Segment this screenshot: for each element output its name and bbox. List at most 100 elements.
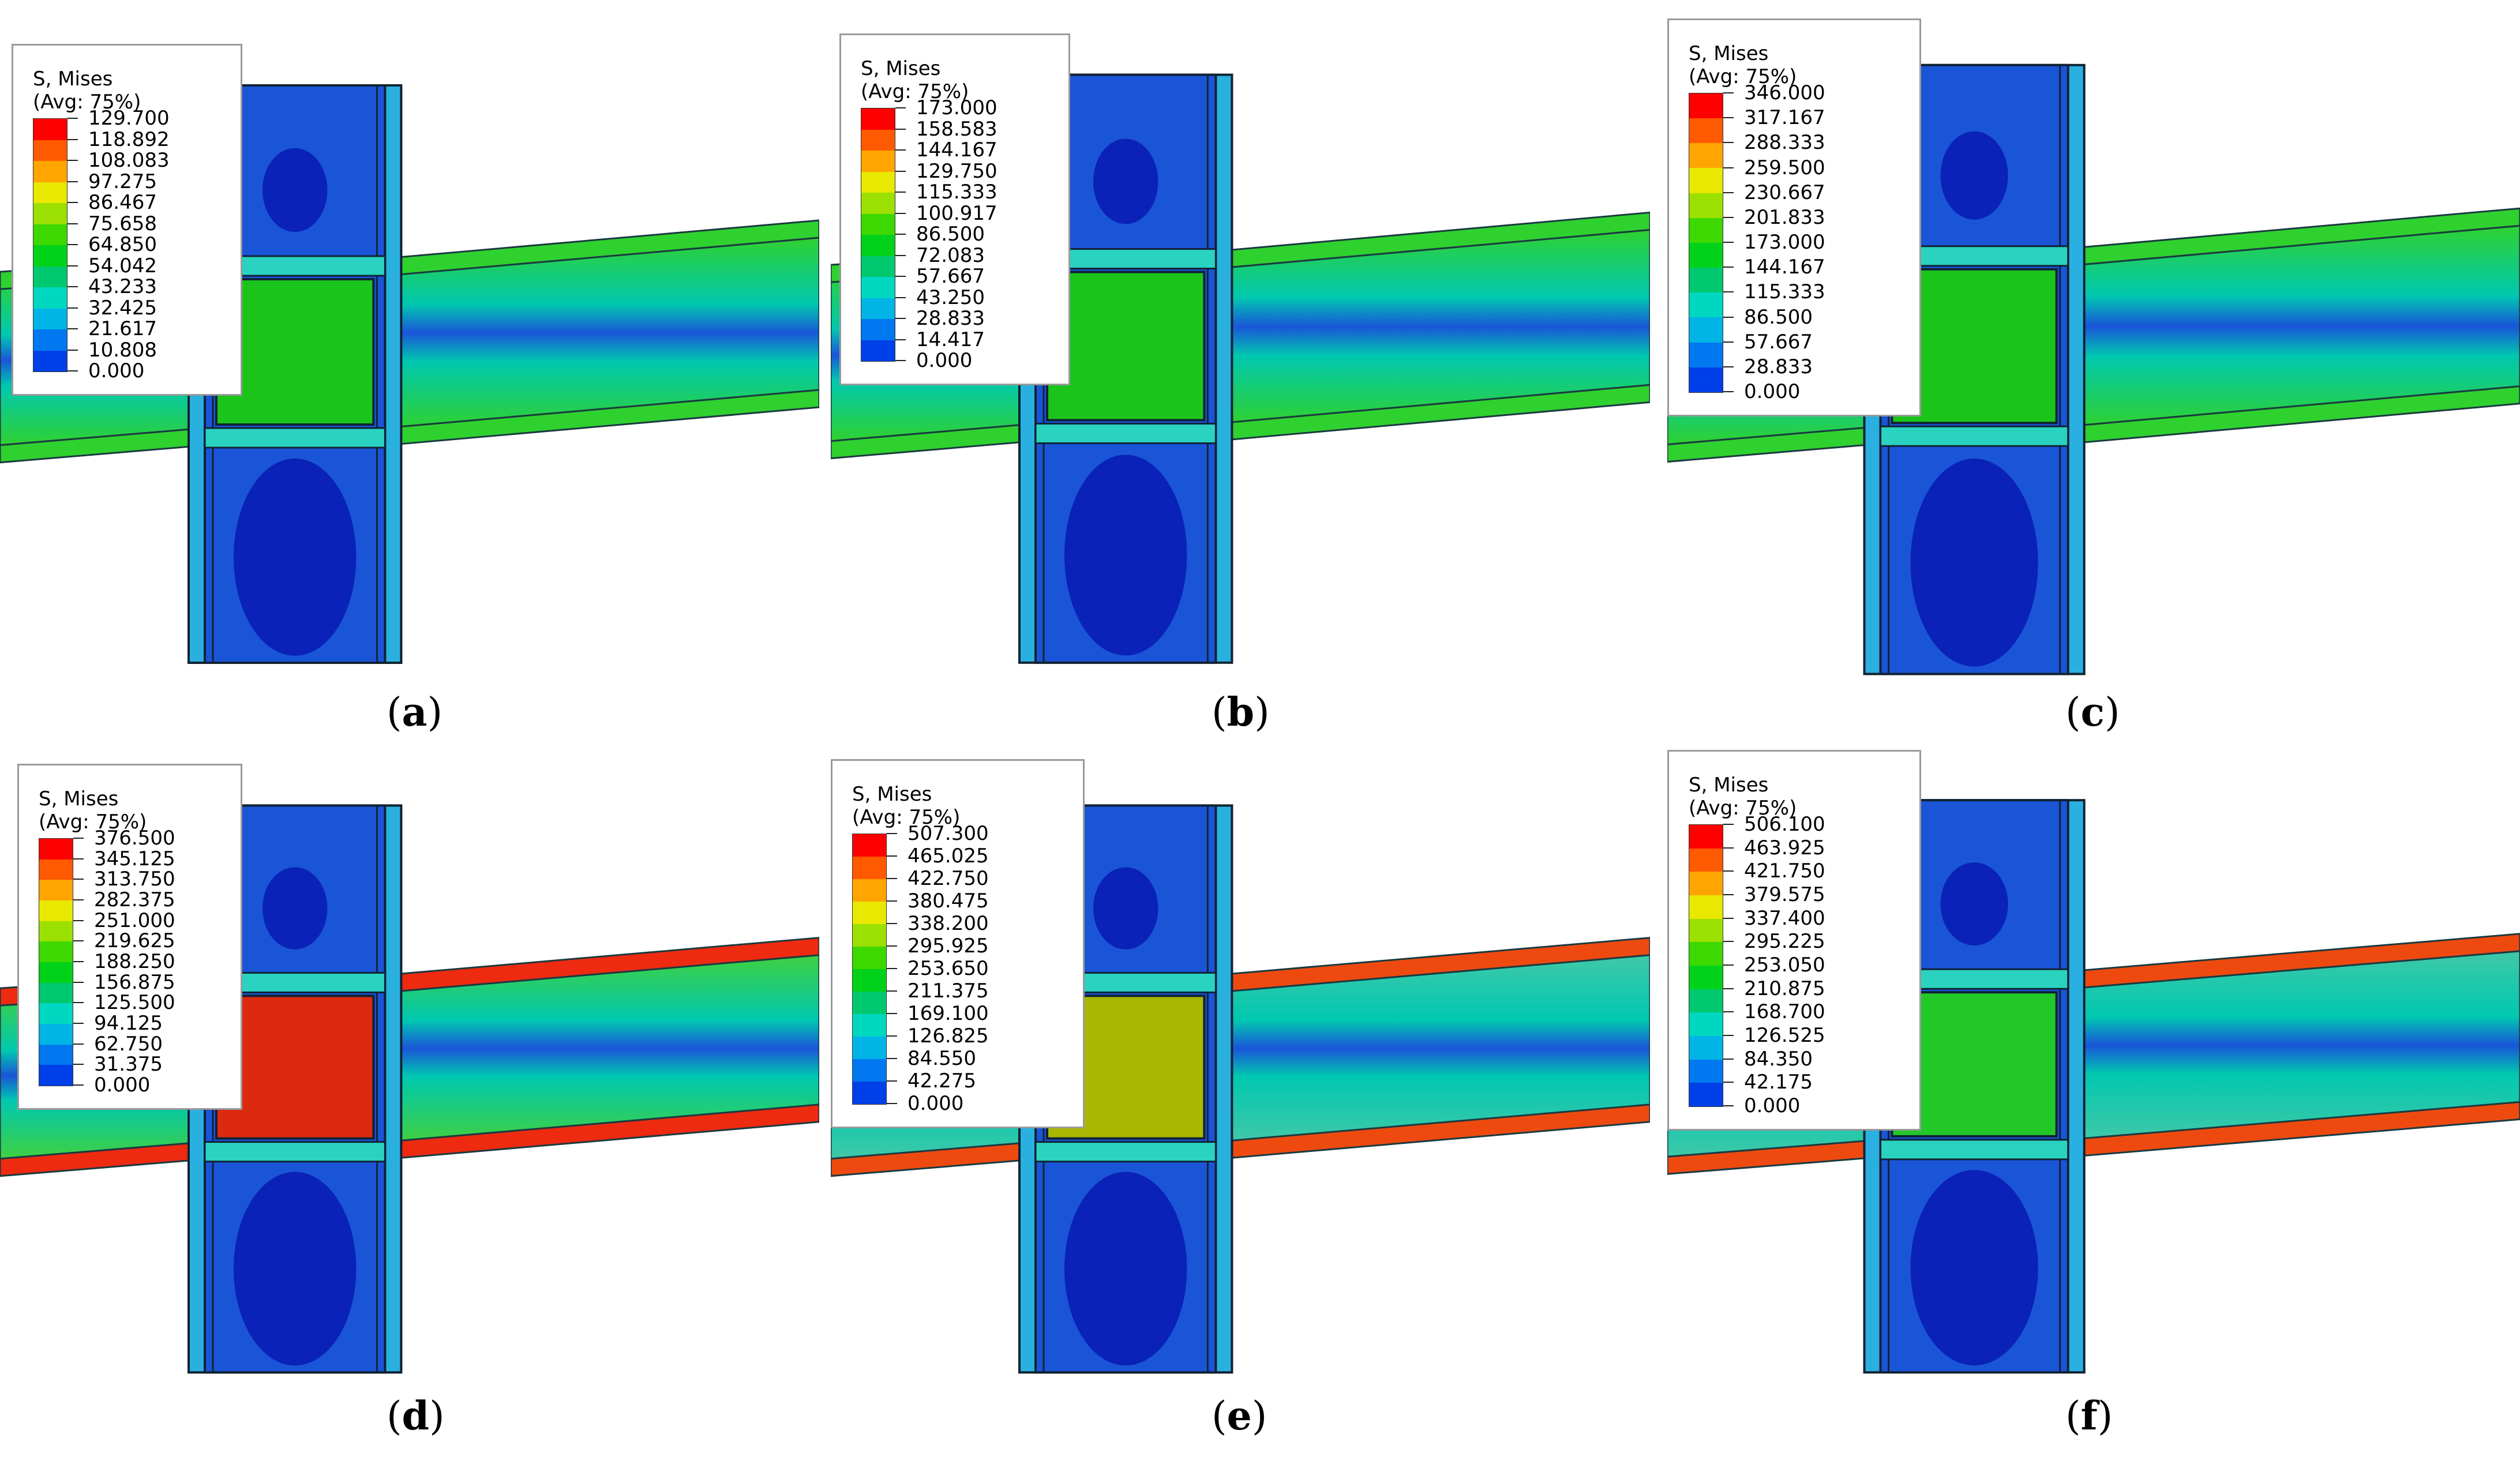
legend-tick: [887, 1035, 897, 1037]
panel-d: S, Mises (Avg: 75%) 376.500 345.125 313.750 2…: [0, 756, 819, 1402]
legend-value: 43.250: [916, 286, 985, 309]
legend-tick: [887, 945, 897, 947]
legend-swatch: [861, 340, 895, 361]
legend-swatch: [861, 277, 895, 298]
panel-a: S, Mises (Avg: 75%) 129.700 118.892 108.083 9…: [0, 35, 819, 715]
legend-tick: [1723, 1105, 1734, 1106]
legend-tick: [895, 276, 906, 277]
legend-tick: [68, 265, 78, 267]
legend-value: 422.750: [907, 867, 989, 890]
legend-color-bar: [1689, 824, 1723, 1107]
legend-value: 84.350: [1744, 1047, 1813, 1071]
legend-tick: [1723, 1011, 1734, 1013]
legend-swatch: [1689, 1059, 1723, 1083]
legend-tick: [895, 254, 906, 256]
legend-title-line2: (Avg: 75%): [861, 80, 969, 103]
legend-swatch: [1689, 872, 1723, 895]
legend-tick: [1723, 894, 1734, 895]
legend-swatch: [861, 213, 895, 235]
legend-tick: [68, 286, 78, 287]
legend-swatch: [39, 1044, 73, 1065]
legend-tick: [1723, 267, 1734, 268]
column-upper-contour: [1093, 138, 1158, 224]
legend-tick: [1723, 941, 1734, 943]
legend-value: 507.300: [907, 822, 989, 845]
legend-tick: [73, 1084, 84, 1086]
legend-tick: [1723, 291, 1734, 293]
legend-tick: [1723, 1058, 1734, 1060]
panel-f: S, Mises (Avg: 75%) 506.100 463.925 421.750 3…: [1667, 750, 2520, 1402]
legend-swatch: [39, 941, 73, 962]
legend-value: 317.167: [1744, 106, 1825, 130]
legend-tick: [73, 838, 84, 839]
lower-continuity-plate: [1034, 422, 1217, 444]
legend-swatch: [1689, 989, 1723, 1013]
legend-swatch: [33, 245, 67, 267]
legend-e: S, Mises (Avg: 75%) 507.300 465.025 422.750 3…: [831, 759, 1085, 1128]
legend-tick: [895, 107, 906, 108]
legend-value: 295.225: [1744, 930, 1825, 954]
legend-c: S, Mises (Avg: 75%) 346.000 317.167 288.333 2…: [1667, 18, 1921, 416]
legend-swatch: [1689, 942, 1723, 966]
legend-swatch: [1689, 367, 1723, 392]
legend-tick: [68, 181, 78, 182]
legend-value: 169.100: [907, 1002, 989, 1025]
legend-tick: [895, 296, 906, 298]
legend-swatch: [39, 839, 73, 860]
legend-tick: [1723, 142, 1734, 144]
legend-title: S, Mises (Avg: 75%): [1689, 774, 1797, 820]
legend-tick: [895, 212, 906, 214]
legend-value: 115.333: [916, 181, 997, 204]
column-lower-contour: [1064, 1172, 1187, 1366]
legend-tick: [73, 1043, 84, 1045]
legend-value: 168.700: [1744, 1000, 1825, 1024]
legend-swatch: [33, 119, 67, 140]
legend-tick: [1723, 92, 1734, 93]
legend-swatch: [33, 266, 67, 287]
legend-tick: [68, 349, 78, 351]
legend-swatch: [861, 108, 895, 130]
panel-zone: [215, 278, 375, 426]
legend-swatch: [1689, 268, 1723, 293]
legend-value: 295.925: [907, 934, 989, 958]
legend-swatch: [33, 203, 67, 224]
lower-continuity-plate: [1880, 1139, 2069, 1161]
legend-value: 282.375: [94, 888, 175, 911]
legend-swatch: [853, 902, 886, 924]
legend-tick: [1723, 316, 1734, 318]
legend-value: 94.125: [94, 1012, 163, 1035]
legend-swatch: [1689, 1012, 1723, 1036]
legend-value: 380.475: [907, 889, 989, 913]
legend-swatch: [861, 235, 895, 256]
legend-tick: [1723, 242, 1734, 243]
legend-swatch: [33, 308, 67, 329]
legend-swatch: [1689, 848, 1723, 872]
legend-swatch: [861, 171, 895, 193]
legend-value: 64.850: [88, 233, 157, 256]
legend-tick: [887, 923, 897, 924]
legend-swatch: [1689, 895, 1723, 919]
legend-swatch: [853, 992, 886, 1014]
legend-b: S, Mises (Avg: 75%) 173.000 158.583 144.167 1…: [839, 33, 1070, 385]
legend-swatch: [853, 924, 886, 947]
legend-title-line2: (Avg: 75%): [1689, 797, 1797, 820]
legend-title: S, Mises (Avg: 75%): [1689, 42, 1797, 88]
legend-swatch: [1689, 292, 1723, 318]
legend-value: 42.275: [907, 1069, 976, 1093]
column-lower-contour: [1064, 455, 1187, 656]
legend-value: 72.083: [916, 243, 985, 267]
legend-value: 32.425: [88, 296, 157, 320]
legend-value: 173.000: [1744, 231, 1825, 254]
legend-swatch: [853, 857, 886, 879]
legend-swatch: [1689, 1035, 1723, 1060]
legend-value: 62.750: [94, 1032, 163, 1056]
column-lower-contour: [1910, 1170, 2038, 1366]
legend-tick: [887, 1103, 897, 1104]
legend-value: 219.625: [94, 929, 175, 953]
legend-value: 126.825: [907, 1024, 989, 1048]
legend-value: 337.400: [1744, 906, 1825, 930]
fea-contour-a: [0, 84, 819, 664]
legend-value: 21.617: [88, 317, 157, 340]
legend-tick: [887, 833, 897, 834]
legend-value: 379.575: [1744, 883, 1825, 906]
